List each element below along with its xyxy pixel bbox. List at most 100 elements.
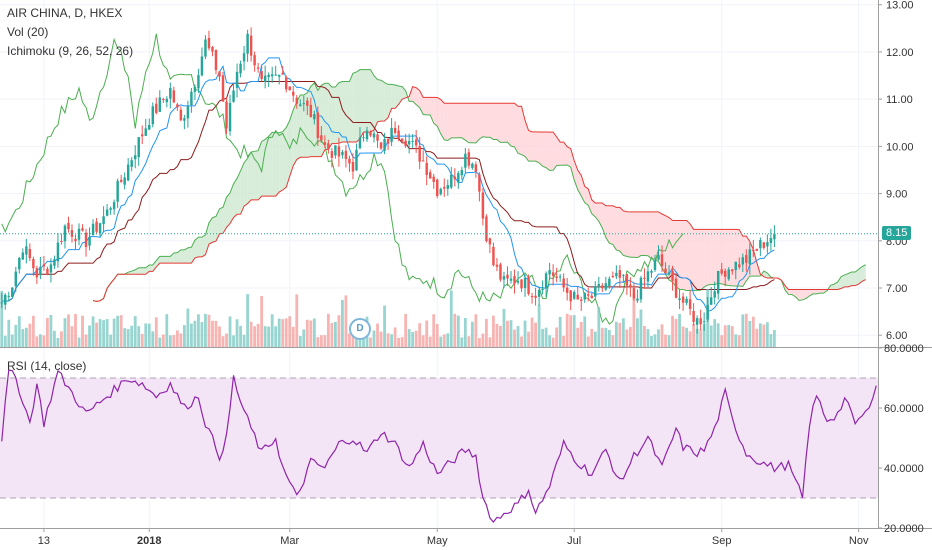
candle-body: [148, 124, 151, 130]
ichimoku-cloud-segment: [286, 120, 290, 188]
ichimoku-cloud-segment: [335, 82, 339, 144]
ichimoku-cloud-segment: [201, 234, 206, 257]
candle-body: [249, 35, 253, 56]
volume-bar: [256, 323, 260, 347]
ichimoku-cloud-segment: [665, 215, 670, 281]
volume-bar: [688, 331, 692, 347]
ichimoku-cloud-segment: [500, 103, 504, 143]
volume-bar: [267, 326, 271, 347]
candle-body: [731, 269, 734, 272]
volume-bar: [63, 318, 67, 347]
ichimoku-cloud-segment: [479, 103, 483, 140]
candle-body: [713, 291, 716, 298]
ichimoku-cloud-segment: [753, 249, 757, 277]
ichimoku-cloud-segment: [584, 186, 589, 206]
candle-body: [141, 134, 144, 137]
candle-body: [741, 257, 745, 265]
ichimoku-cloud-segment: [426, 97, 431, 115]
volume-bar: [593, 331, 597, 347]
volume-bar: [81, 315, 84, 347]
candle-body: [407, 141, 411, 145]
ichimoku-cloud-segment: [223, 197, 227, 234]
ichimoku-cloud-segment: [784, 285, 789, 295]
candle-body: [119, 179, 123, 182]
volume-bar: [467, 336, 471, 347]
ichimoku-cloud-segment: [359, 69, 364, 139]
candle-body: [102, 216, 105, 225]
ichimoku-cloud-segment: [742, 236, 747, 287]
volume-bar: [421, 335, 425, 347]
volume-bar: [232, 335, 235, 347]
volume-bar: [572, 315, 576, 347]
candle-body: [769, 238, 773, 244]
candle-body: [221, 75, 225, 102]
candle-body: [671, 270, 674, 281]
rsi-legend[interactable]: RSI (14, close): [7, 359, 87, 373]
ichimoku-cloud-segment: [237, 170, 241, 215]
ichimoku-cloud-segment: [707, 229, 712, 286]
volume-bar: [432, 314, 436, 347]
ichimoku-cloud-segment: [644, 211, 648, 256]
volume-bar: [650, 335, 653, 347]
candle-body: [337, 146, 341, 157]
ichimoku-cloud-segment: [683, 220, 687, 291]
rsi-band: [0, 378, 878, 498]
volume-bar: [681, 326, 685, 347]
volume-bar: [207, 314, 211, 347]
volume-bar: [0, 290, 4, 347]
volume-bar: [151, 331, 155, 347]
volume-bar: [425, 320, 429, 347]
candle-body: [766, 242, 769, 247]
ichimoku-cloud-segment: [331, 87, 336, 144]
candle-body: [56, 242, 60, 262]
candle-body: [457, 173, 460, 183]
ichimoku-cloud-segment: [177, 249, 181, 264]
volume-bar: [130, 325, 134, 347]
rsi-tick-label: 60.0000: [884, 403, 924, 415]
volume-bar: [737, 335, 741, 347]
candle-body: [674, 278, 678, 298]
volume-bar: [762, 324, 766, 347]
volume-bar: [369, 337, 372, 347]
candle-body: [421, 160, 425, 162]
candle-body: [351, 161, 355, 172]
ichimoku-cloud-segment: [711, 229, 715, 285]
candle-body: [70, 230, 74, 237]
ichimoku-legend[interactable]: Ichimoku (9, 26, 52, 26): [7, 44, 134, 58]
volume-bar: [442, 334, 446, 347]
time-tick-label: 2018: [137, 535, 161, 547]
ichimoku-cloud-segment: [598, 202, 603, 229]
symbol-legend[interactable]: AIR CHINA, D, HKEX: [7, 6, 123, 20]
candle-body: [232, 90, 235, 102]
candle-body: [235, 71, 239, 88]
ichimoku-cloud-segment: [567, 146, 571, 168]
ichimoku-cloud-segment: [851, 271, 856, 286]
ichimoku-cloud-segment: [293, 101, 297, 166]
candle-body: [748, 249, 752, 265]
candle-body: [509, 278, 513, 281]
ichimoku-cloud-segment: [244, 158, 248, 207]
ichimoku-cloud-segment: [384, 82, 389, 122]
candle-body: [81, 228, 84, 231]
ichimoku-cloud-segment: [149, 264, 153, 272]
volume-bar: [46, 317, 49, 347]
rsi-tick-label: 20.0000: [884, 523, 924, 535]
volume-bar: [597, 307, 601, 347]
dividend-marker[interactable]: D: [348, 318, 371, 340]
candle-body: [523, 277, 527, 288]
ichimoku-cloud-segment: [367, 69, 371, 133]
ichimoku-cloud-segment: [324, 83, 329, 150]
volume-legend[interactable]: Vol (20): [7, 25, 49, 39]
candle-body: [7, 295, 11, 297]
candle-body: [580, 299, 583, 301]
volume-bar: [21, 329, 25, 347]
ichimoku-cloud-segment: [300, 95, 304, 158]
volume-bar: [544, 327, 548, 347]
volume-bar: [28, 323, 32, 347]
candle-body: [39, 266, 42, 276]
candle-body: [639, 277, 643, 300]
candle-body: [4, 294, 7, 305]
candle-body: [190, 91, 193, 106]
ichimoku-cloud-segment: [795, 289, 799, 301]
volume-bar: [643, 326, 646, 347]
